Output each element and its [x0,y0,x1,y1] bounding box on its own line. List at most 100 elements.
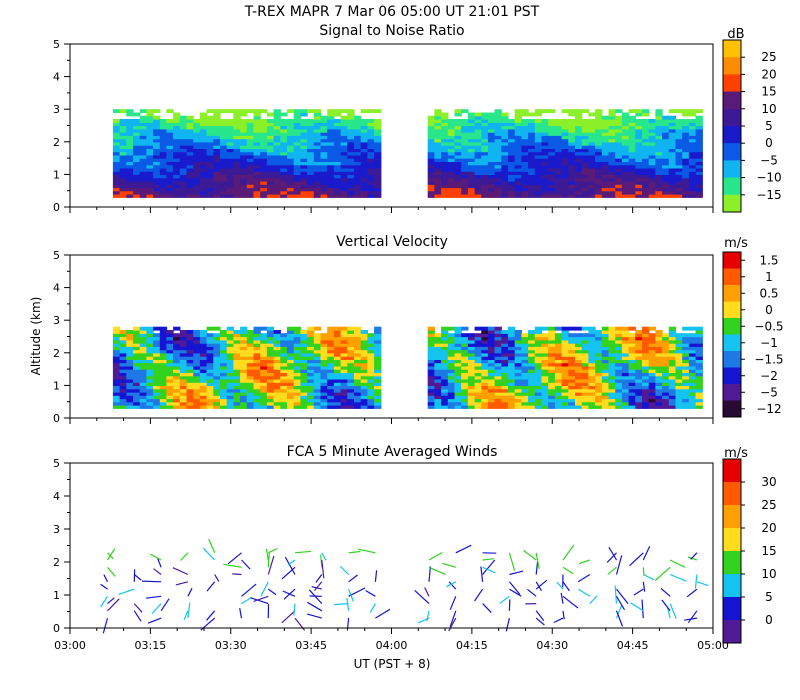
field-cell-1569 [588,369,596,373]
field-cell-184 [159,365,168,370]
field-cell-909 [347,161,355,166]
field-cell-512 [246,190,255,195]
field-cell-63 [126,151,134,156]
wind-barb-99 [482,559,496,575]
field-cell-359 [206,180,214,185]
field-cell-2045 [688,138,697,143]
field-cell-997 [367,125,375,130]
field-cell-1178 [481,372,489,377]
wind-barb-106 [509,588,522,597]
field-cell-1785 [621,148,630,153]
field-cell-1008 [434,378,442,383]
field-cell-1164 [461,161,469,166]
field-cell-1617 [601,372,610,377]
field-cell-843 [327,119,335,123]
field-cell-668 [287,184,295,189]
field-cell-1203 [487,372,496,377]
field-cell-1420 [528,171,536,175]
field-cell-759 [320,391,328,396]
field-cell-358 [206,349,214,354]
field-cell-1801 [648,336,656,341]
field-cell-1060 [447,365,456,370]
wind-barb-14 [147,617,162,624]
field-cell-389 [220,405,228,409]
field-cell-955 [374,388,382,393]
field-cell-344 [199,145,208,149]
field-cell-523 [246,154,255,159]
field-cell-2030 [688,187,697,192]
field-cell-2075 [695,125,703,130]
field-cell-1096 [454,326,462,331]
field-cell-1248 [481,138,489,143]
field-cell-920 [360,349,368,354]
field-cell-1828 [635,177,643,182]
field-cell-1943 [688,339,697,344]
field-cell-577 [266,349,275,354]
y-tick-label-4: 4 [53,71,60,84]
field-cell-1654 [588,151,596,156]
field-cell-313 [193,167,201,172]
field-cell-209 [166,177,174,182]
field-cell-739 [313,378,322,383]
field-cell-1968 [695,336,703,341]
field-cell-984 [367,167,375,172]
field-cell-1251 [481,128,489,133]
field-cell-158 [153,180,161,185]
field-cell-110 [139,164,147,169]
field-cell-1786 [648,385,656,390]
field-cell-471 [240,375,248,380]
field-cell-1610 [575,125,583,130]
field-cell-1237 [494,343,502,347]
field-cell-665 [293,378,301,383]
field-cell-334 [199,349,208,354]
field-cell-1922 [655,119,663,123]
field-cell-537 [253,190,261,195]
field-cell-1252 [501,375,509,380]
field-cell-57 [126,171,134,175]
field-cell-1181 [481,362,489,367]
field-cell-208 [166,369,174,373]
field-cell-154 [153,385,161,390]
field-cell-868 [333,125,342,130]
field-cell-1279 [487,122,496,127]
field-cell-1189 [481,336,489,341]
wind-barb-69 [346,618,350,631]
field-cell-1873 [642,112,650,117]
field-cell-881 [354,395,362,400]
field-cell-377 [213,365,221,370]
field-cell-2027 [682,109,690,114]
field-cell-1867 [642,135,650,140]
field-cell-876 [340,184,348,189]
field-cell-241 [173,154,181,159]
field-cell-1959 [668,167,677,172]
field-cell-1286 [494,184,502,189]
field-cell-708 [307,398,315,403]
field-cell-1534 [581,405,589,409]
field-cell-437 [226,180,234,185]
field-cell-2028 [688,194,697,198]
field-cell-235 [173,174,181,179]
field-cell-781 [327,395,335,400]
field-cell-939 [354,151,362,156]
field-cell-63 [126,359,134,364]
field-cell-771 [313,184,322,189]
field-cell-243 [173,333,181,338]
field-cell-1339 [528,405,536,409]
field-cell-1666 [595,194,603,198]
field-cell-230 [173,375,181,380]
field-cell-418 [226,388,234,393]
field-cell-1554 [561,141,569,146]
field-cell-1477 [561,352,569,357]
field-cell-888 [354,372,362,377]
field-cell-145 [146,135,154,140]
field-cell-273 [186,391,194,396]
field-cell-981 [367,177,375,182]
field-cell-1903 [655,180,663,185]
field-cell-72 [126,330,134,334]
field-cell-1504 [548,145,556,149]
field-cell-238 [173,164,181,169]
field-cell-1466 [561,388,569,393]
field-cell-2065 [695,158,703,162]
field-cell-1955 [668,180,677,185]
